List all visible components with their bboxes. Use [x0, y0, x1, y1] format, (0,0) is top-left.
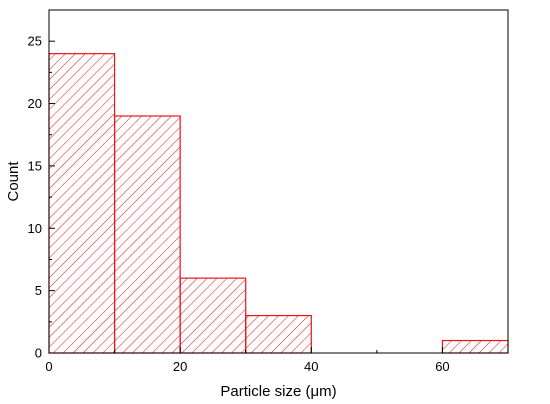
x-axis-title: Particle size (μm): [220, 383, 336, 400]
y-tick-label: 25: [28, 34, 42, 49]
x-tick-label: 0: [45, 359, 52, 374]
x-tick-label: 40: [304, 359, 318, 374]
y-tick-label: 5: [35, 283, 42, 298]
y-tick-label: 0: [35, 346, 42, 361]
histogram-bar-0-10: [48, 53, 116, 354]
y-tick-label: 15: [28, 158, 42, 173]
axis-ticks: 0 20 40 60 0 5 10 15 20 25: [28, 34, 450, 374]
y-tick-label: 10: [28, 221, 42, 236]
plot-frame: [48, 9, 509, 354]
histogram-bars: [48, 53, 509, 354]
histogram-bar-30-40: [245, 314, 312, 354]
y-tick-label: 20: [28, 96, 42, 111]
x-tick-label: 20: [173, 359, 187, 374]
histogram-bar-20-30: [179, 277, 247, 354]
y-axis-title: Count: [5, 161, 22, 202]
x-tick-label: 60: [435, 359, 449, 374]
histogram-bar-60-70: [441, 339, 509, 354]
histogram-bar-10-20: [113, 115, 181, 354]
